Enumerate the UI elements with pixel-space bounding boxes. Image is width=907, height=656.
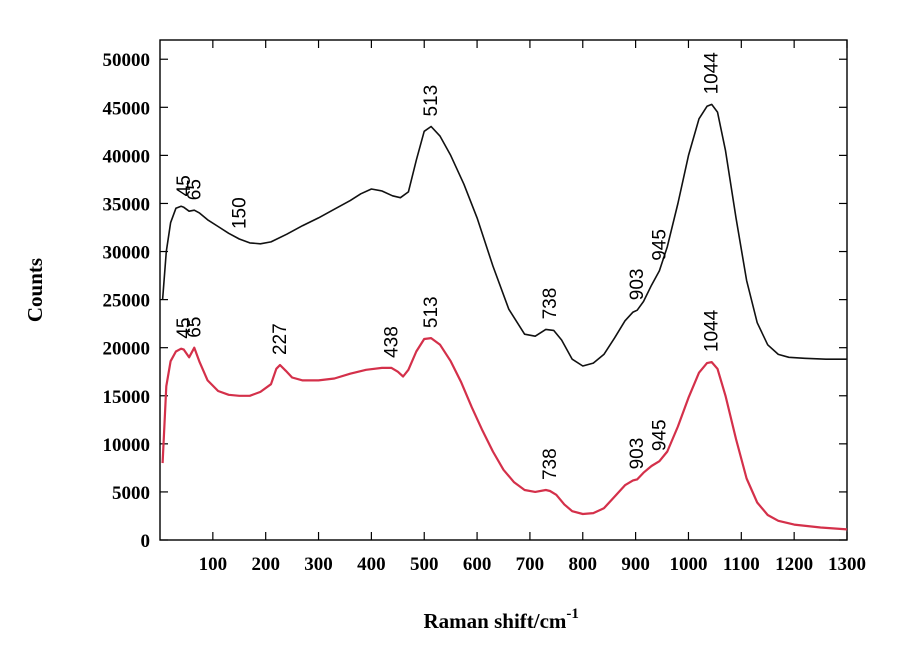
x-axis-title-text: Raman shift/cm xyxy=(424,609,567,633)
x-tick-label: 600 xyxy=(463,554,492,575)
y-axis: 0 5000 10000 15000 20000 25000 30000 35000 40000… xyxy=(103,50,847,552)
x-tick-label: 300 xyxy=(304,554,333,575)
x-tick-label: 1200 xyxy=(775,554,813,575)
x-tick-label: 900 xyxy=(621,554,650,575)
peak-label: 513 xyxy=(421,296,442,328)
plot-frame xyxy=(159,39,848,541)
x-tick-label: 1000 xyxy=(669,554,707,575)
y-tick-label: 45000 xyxy=(103,98,151,119)
y-tick-label: 10000 xyxy=(103,435,151,456)
x-tick-label: 800 xyxy=(569,554,598,575)
peak-label: 45 xyxy=(174,175,195,196)
peak-label: 65 xyxy=(184,179,205,200)
peak-label: 513 xyxy=(421,85,442,117)
series-layer xyxy=(161,103,848,531)
x-axis-title: Raman shift/cm-1 xyxy=(424,606,579,633)
x-axis-title-superscript: -1 xyxy=(566,606,579,622)
peak-label: 945 xyxy=(649,229,670,261)
y-tick-label: 15000 xyxy=(103,387,151,408)
series-line-lower xyxy=(161,337,848,531)
y-tick-label: 0 xyxy=(141,531,151,552)
y-tick-label: 30000 xyxy=(103,243,151,264)
peak-label: 903 xyxy=(627,438,648,470)
series-line-upper xyxy=(161,103,847,367)
y-axis-title: Counts xyxy=(23,258,47,322)
peak-label: 1044 xyxy=(702,309,723,352)
peak-label: 227 xyxy=(270,323,291,355)
x-tick-label: 700 xyxy=(516,554,545,575)
x-tick-label: 100 xyxy=(199,554,228,575)
x-tick-label: 200 xyxy=(251,554,280,575)
x-tick-label: 400 xyxy=(357,554,386,575)
y-tick-label: 50000 xyxy=(103,50,151,71)
y-tick-label: 25000 xyxy=(103,291,151,312)
peak-label: 903 xyxy=(627,268,648,300)
y-tick-label: 5000 xyxy=(112,483,150,504)
peak-label: 65 xyxy=(184,317,205,338)
peak-label: 438 xyxy=(381,326,402,358)
peak-label: 45 xyxy=(174,318,195,339)
peak-label: 738 xyxy=(540,288,561,320)
peak-label: 738 xyxy=(540,448,561,480)
y-tick-label: 20000 xyxy=(103,339,151,360)
y-tick-label: 40000 xyxy=(103,146,151,167)
x-tick-label: 1300 xyxy=(828,554,866,575)
x-tick-label: 1100 xyxy=(723,554,760,575)
x-axis: 100 200 300 400 500 600 700 800 900 1000 1100 1200 1… xyxy=(199,40,866,575)
peak-label: 945 xyxy=(649,419,670,451)
peak-label: 1044 xyxy=(702,52,723,95)
x-tick-label: 500 xyxy=(410,554,439,575)
peak-label: 150 xyxy=(229,197,250,229)
y-tick-label: 35000 xyxy=(103,194,151,215)
